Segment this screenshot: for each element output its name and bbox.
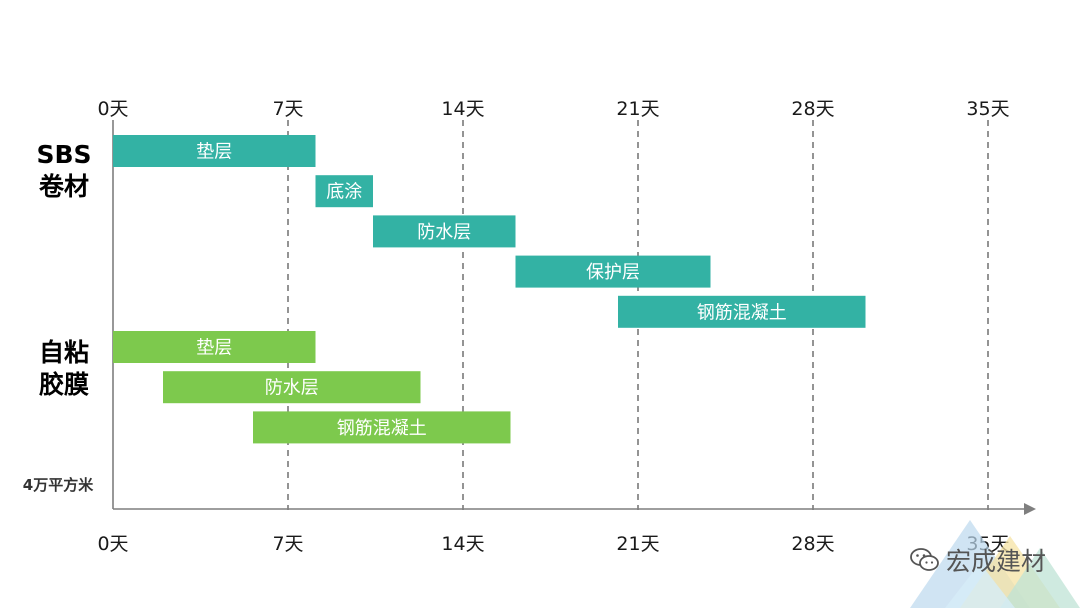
group-title: 胶膜 bbox=[39, 370, 89, 399]
task-label: 保护层 bbox=[586, 262, 640, 283]
group-title: SBS bbox=[36, 140, 91, 169]
watermark: 宏成建材 bbox=[850, 508, 1080, 608]
top-tick-label: 28天 bbox=[791, 98, 834, 120]
group-title: 卷材 bbox=[39, 172, 89, 201]
task-label: 钢筋混凝土 bbox=[697, 302, 787, 323]
area-note: 4万平方米 bbox=[23, 476, 94, 494]
top-tick-label: 7天 bbox=[272, 98, 303, 120]
task-label: 防水层 bbox=[417, 222, 471, 243]
task-label: 垫层 bbox=[196, 142, 232, 163]
bottom-tick-label: 21天 bbox=[616, 533, 659, 555]
bottom-tick-label: 7天 bbox=[272, 533, 303, 555]
bottom-tick-label: 28天 bbox=[791, 533, 834, 555]
bar-layer bbox=[113, 135, 866, 444]
task-bar bbox=[373, 215, 516, 248]
axis-layer bbox=[112, 120, 1036, 515]
watermark-label: 宏成建材 bbox=[910, 542, 1046, 578]
task-label: 防水层 bbox=[265, 378, 319, 399]
task-bar bbox=[113, 135, 316, 167]
label-layer: 0天0天7天7天14天14天21天21天28天28天35天35天垫层底涂防水层保… bbox=[23, 98, 1010, 555]
group-title: 自粘 bbox=[39, 338, 89, 367]
watermark-triangles bbox=[910, 520, 1080, 608]
task-bar bbox=[113, 331, 316, 363]
task-bar bbox=[618, 295, 866, 328]
task-label: 垫层 bbox=[196, 338, 232, 359]
task-bar bbox=[163, 371, 421, 404]
top-tick-label: 35天 bbox=[966, 98, 1009, 120]
top-tick-label: 21天 bbox=[616, 98, 659, 120]
wechat-icon bbox=[910, 548, 939, 571]
task-bar bbox=[515, 255, 711, 288]
task-label: 钢筋混凝土 bbox=[337, 418, 427, 439]
task-bar bbox=[253, 411, 511, 444]
x-axis-arrow bbox=[1024, 503, 1036, 515]
task-bar bbox=[315, 175, 373, 208]
task-label: 底涂 bbox=[326, 182, 362, 203]
bottom-tick-label: 0天 bbox=[97, 533, 128, 555]
watermark-text: 宏成建材 bbox=[945, 547, 1046, 576]
top-tick-label: 14天 bbox=[441, 98, 484, 120]
top-tick-label: 0天 bbox=[97, 98, 128, 120]
grid-layer bbox=[287, 120, 989, 510]
bottom-tick-label: 14天 bbox=[441, 533, 484, 555]
